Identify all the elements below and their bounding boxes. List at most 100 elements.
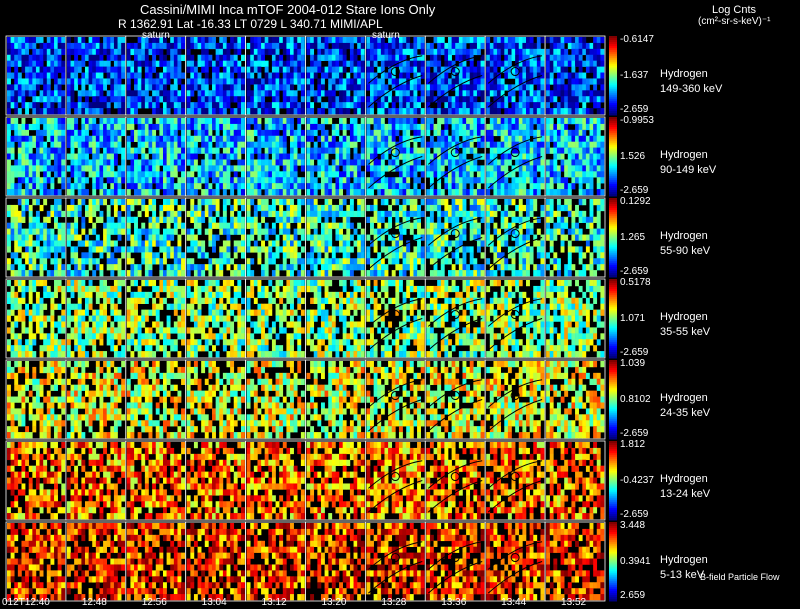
energy-range-label: 55-90 keV [660, 245, 711, 257]
panel-cells [126, 523, 185, 601]
field-line [368, 379, 423, 408]
planet-marker [390, 229, 400, 239]
panel-cells [306, 280, 365, 358]
colorbar-max-label: 1.812 [620, 439, 646, 450]
panel-cells [246, 118, 305, 196]
panel-cells [126, 442, 185, 520]
colorbar-max-label: 3.448 [620, 520, 646, 531]
field-line [487, 217, 543, 246]
panel-cells [546, 118, 605, 196]
panel-cells [486, 37, 545, 115]
panel-cells [306, 118, 365, 196]
units-label: (cm²-sr-s-keV)⁻¹ [698, 16, 771, 27]
panel-cells [306, 523, 365, 601]
planet-marker [510, 310, 520, 320]
panel-cells [66, 523, 126, 601]
saturn-annotation: saturn [372, 30, 400, 41]
planet-marker [510, 391, 520, 401]
panel-cells [486, 118, 545, 196]
x-tick-label: 12:48 [81, 597, 107, 608]
field-line [427, 217, 483, 246]
planet-marker [390, 148, 400, 158]
field-line [427, 75, 483, 108]
field-line [427, 55, 483, 84]
field-line [427, 379, 483, 408]
panel-cells [306, 361, 365, 439]
planet-marker [390, 472, 400, 482]
field-line [487, 379, 543, 408]
colorbar [609, 117, 617, 197]
panel-cells [366, 523, 425, 601]
colorbar-mid-label: 1.265 [620, 231, 646, 243]
planet-marker [450, 67, 460, 77]
panel-cells [66, 37, 126, 115]
panel-cells [486, 523, 545, 601]
panel-cells [186, 523, 245, 601]
field-line [427, 156, 483, 189]
panel-cells [426, 280, 485, 358]
saturn-annotation: saturn [142, 30, 170, 41]
colorbar [609, 36, 617, 116]
colorbar-max-label: -0.9953 [620, 115, 654, 126]
x-tick-label: 13:04 [201, 597, 227, 608]
colorbar [609, 441, 617, 521]
field-line [368, 561, 423, 594]
panel-cells [246, 199, 305, 277]
panel-cells [366, 118, 425, 196]
field-line [427, 480, 483, 513]
species-label: Hydrogen [660, 554, 708, 566]
colorbar-mid-label: 1.071 [620, 312, 646, 324]
energy-range-label: 90-149 keV [660, 164, 717, 176]
colorbar-min-label: -2.659 [620, 185, 649, 196]
field-line [427, 318, 483, 351]
panel-cells [246, 361, 305, 439]
colorbar [609, 360, 617, 440]
planet-marker [510, 67, 520, 77]
colorbar-mid-label: 0.3941 [620, 555, 651, 567]
colorbar-min-label: -2.659 [620, 104, 649, 115]
panel-cells [126, 280, 185, 358]
colorbar-max-label: -0.6147 [620, 34, 654, 45]
panel-cells [546, 361, 605, 439]
panel-cells [306, 199, 365, 277]
field-line [427, 298, 483, 327]
field-line [487, 55, 543, 84]
field-line [368, 75, 423, 108]
x-tick-label: 13:36 [441, 597, 467, 608]
species-label: Hydrogen [660, 392, 708, 404]
colorbar [609, 279, 617, 359]
field-line [427, 460, 483, 489]
species-label: Hydrogen [660, 311, 708, 323]
colorbar-mid-label: -1.637 [620, 69, 649, 81]
panel-cells [186, 118, 245, 196]
panel-cells [126, 118, 185, 196]
x-tick-label: 13:28 [381, 597, 407, 608]
field-line [487, 318, 543, 351]
panel-cells [246, 280, 305, 358]
field-line [487, 460, 543, 489]
planet-marker [450, 391, 460, 401]
field-line [487, 75, 543, 108]
field-line [427, 136, 483, 165]
panel-cells [7, 442, 66, 520]
planet-marker [390, 67, 400, 77]
colorbar-min-label: -2.659 [620, 509, 649, 520]
field-line [368, 318, 423, 351]
panel-cells [486, 442, 545, 520]
panel-cells [7, 523, 66, 601]
colorbar [609, 198, 617, 278]
x-tick-label: 13:20 [321, 597, 347, 608]
field-line [368, 156, 423, 189]
field-line [368, 136, 423, 165]
panel-cells [66, 280, 126, 358]
field-line [487, 561, 543, 594]
field-line [368, 55, 423, 84]
panel-cells [186, 199, 245, 277]
field-line [487, 237, 543, 270]
panel-cells [186, 442, 245, 520]
planet-marker [450, 229, 460, 239]
panel-cells [246, 37, 305, 115]
chart-subtitle: R 1362.91 Lat -16.33 LT 0729 L 340.71 MI… [118, 17, 383, 31]
energy-range-label: 149-360 keV [660, 83, 723, 95]
